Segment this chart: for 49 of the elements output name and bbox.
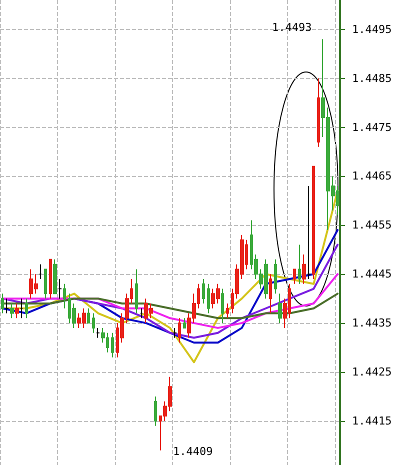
- candlestick: [307, 186, 311, 280]
- candlestick: [49, 258, 52, 300]
- candlestick: [221, 288, 224, 324]
- candlestick: [39, 264, 42, 280]
- line-series: [1, 273, 339, 329]
- candlestick: [173, 327, 177, 338]
- candlestick: [293, 268, 296, 284]
- candlestick: [154, 396, 157, 426]
- candlestick: [5, 298, 9, 314]
- y-tick-label: 1.4425: [352, 366, 392, 378]
- y-tick-label: 1.4445: [352, 268, 392, 281]
- candlestick: [53, 258, 57, 294]
- candlestick: [20, 298, 23, 319]
- candlestick: [274, 258, 277, 294]
- candlestick: [302, 254, 306, 284]
- candlestick: [44, 268, 47, 300]
- candlestick: [96, 327, 100, 338]
- candlestick: [278, 293, 282, 324]
- candlestick: [10, 302, 14, 319]
- y-tick-label: 1.4455: [352, 218, 392, 232]
- annotation: 1.4409: [173, 445, 213, 458]
- y-tick-label: 1.4415: [352, 414, 392, 428]
- candlestick: [178, 318, 181, 344]
- candlestick: [226, 302, 229, 319]
- candlestick: [25, 298, 28, 319]
- candlestick: [111, 332, 114, 358]
- y-tick-label: 1.4465: [352, 170, 392, 183]
- y-tick-label: 1.4485: [352, 72, 392, 85]
- candlestick: [135, 268, 138, 314]
- candlestick: [92, 312, 95, 334]
- candlestick: [87, 308, 90, 324]
- candlestick: [202, 278, 205, 304]
- candlestick: [183, 318, 186, 328]
- candlestick: [207, 283, 210, 314]
- candlestick: [269, 274, 272, 314]
- candlestick: [58, 278, 62, 300]
- y-tick-label: 1.4495: [352, 22, 392, 36]
- candlestick: [298, 244, 301, 284]
- line-series: [1, 244, 339, 339]
- candlestick: [63, 283, 66, 309]
- candlestick: [317, 78, 320, 148]
- candlestick: [1, 293, 4, 314]
- y-tick-label: 1.4475: [352, 120, 392, 134]
- candlestick: [312, 166, 315, 280]
- y-tick-label: 1.4435: [352, 316, 392, 330]
- line-series: [1, 292, 339, 320]
- annotation: 1.4493: [272, 21, 312, 34]
- candlestick: [140, 308, 143, 319]
- candlestick: [15, 302, 19, 319]
